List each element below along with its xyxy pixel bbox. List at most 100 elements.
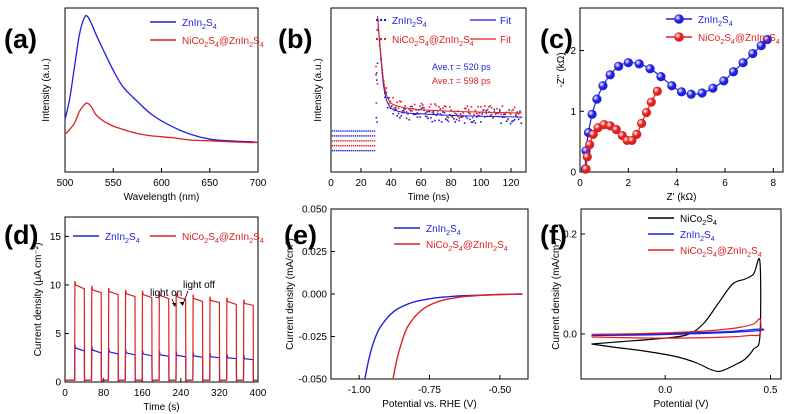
data-point [450, 115, 452, 117]
data-point [331, 149, 334, 152]
data-point [513, 106, 516, 109]
text-run: S [769, 33, 776, 44]
panel-f: 0.0 0.50.00.2NiCo2S4ZnIn2S4NiCo2S4@ZnIn2S… [551, 208, 782, 410]
data-point [333, 145, 336, 147]
panel-c-frame [579, 7, 784, 173]
data-point [476, 116, 478, 118]
x-tick-label: 80 [445, 178, 457, 189]
data-point [389, 107, 392, 109]
data-point [336, 135, 338, 137]
data-point [485, 109, 488, 112]
data-point [520, 122, 523, 124]
data-point [392, 96, 394, 99]
data-point [397, 112, 400, 115]
data-point [443, 105, 446, 107]
data-point [439, 108, 442, 110]
data-point [466, 105, 469, 107]
series-line-0 [584, 39, 768, 170]
legend-label: Fit [500, 35, 511, 46]
subscript: 4 [713, 218, 717, 227]
x-tick-label: 650 [201, 178, 218, 189]
data-point [476, 112, 478, 115]
annotation-arrowhead [179, 302, 184, 306]
y-axis-label: Intensity (a.u.) [41, 58, 52, 121]
data-point [331, 130, 334, 132]
text-run: S [450, 224, 457, 235]
subscript: 4 [136, 236, 140, 245]
legend-marker [376, 19, 378, 21]
panel-label: (c) [540, 24, 573, 54]
data-point [396, 101, 398, 104]
data-point [348, 135, 350, 137]
data-point [474, 122, 477, 124]
data-point [498, 110, 501, 112]
data-point [465, 115, 467, 118]
data-point [449, 106, 451, 108]
series-line-0 [591, 258, 762, 373]
subscript: 4 [213, 22, 217, 31]
data-point [342, 145, 344, 147]
data-point [455, 113, 458, 115]
data-point [431, 111, 434, 113]
text-run: NiCo [680, 246, 703, 257]
data-point [375, 65, 377, 68]
legend-label: NiCo2S4@ZnIn2S4 [426, 240, 508, 253]
data-point [469, 112, 471, 115]
annotation: Ave.τ = 598 ps [432, 76, 491, 86]
data-point [404, 108, 407, 110]
subscript: 2 [204, 236, 208, 245]
data-point [477, 105, 479, 108]
data-point [424, 112, 427, 115]
data-point [485, 112, 488, 115]
data-point [471, 121, 474, 123]
data-point [447, 120, 450, 123]
data-point [513, 118, 516, 121]
x-tick-label: 0 [328, 178, 334, 189]
data-point [449, 114, 451, 116]
panel-label: (a) [4, 24, 37, 54]
data-point [338, 149, 340, 152]
x-tick-label: 2 [626, 178, 632, 189]
data-point [467, 111, 470, 114]
text-run: NiCo [698, 33, 721, 44]
panel-b-frame [330, 7, 527, 173]
y-tick-label: 15 [50, 232, 62, 243]
y-tick-label: 0.025 [302, 247, 327, 258]
legend-marker [380, 38, 382, 40]
x-tick-label: 6 [722, 178, 728, 189]
data-point [384, 96, 386, 99]
data-point [422, 106, 424, 109]
data-point [451, 116, 454, 119]
data-point [438, 106, 440, 108]
x-tick-label: 550 [105, 178, 122, 189]
data-point [367, 130, 369, 132]
y-axis-label: Current density (μA cm⁻²) [33, 243, 44, 357]
legend-label: NiCo2S4@ZnIn2S4 [698, 33, 780, 46]
data-point [357, 145, 359, 147]
data-point [404, 105, 407, 107]
data-point [748, 48, 758, 59]
data-point [461, 115, 463, 118]
data-point [397, 107, 400, 110]
data-point [338, 145, 340, 147]
legend-label: ZnIn2S4 [392, 16, 427, 29]
data-point [357, 149, 359, 152]
data-point [500, 122, 502, 125]
data-point [389, 100, 392, 103]
data-point [411, 110, 413, 112]
data-point [411, 105, 413, 108]
data-point [501, 105, 504, 107]
data-point [375, 73, 377, 76]
data-point [492, 117, 494, 119]
data-point [645, 64, 655, 74]
subscript: 4 [425, 39, 429, 48]
y-tick-label: 1 [570, 107, 576, 118]
text-run: @ZnIn [717, 246, 747, 257]
data-point [611, 124, 621, 135]
data-point [350, 149, 353, 152]
data-point [361, 130, 363, 132]
data-point [367, 140, 369, 142]
data-point [473, 119, 475, 122]
data-point [427, 117, 429, 120]
data-point [340, 145, 342, 147]
